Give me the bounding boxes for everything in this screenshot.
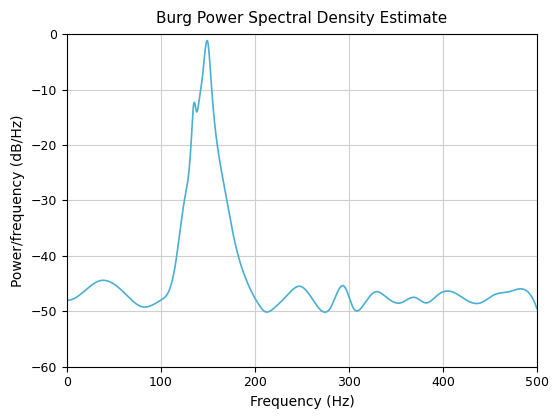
X-axis label: Frequency (Hz): Frequency (Hz) — [250, 395, 354, 409]
Y-axis label: Power/frequency (dB/Hz): Power/frequency (dB/Hz) — [11, 114, 25, 287]
Title: Burg Power Spectral Density Estimate: Burg Power Spectral Density Estimate — [156, 11, 447, 26]
